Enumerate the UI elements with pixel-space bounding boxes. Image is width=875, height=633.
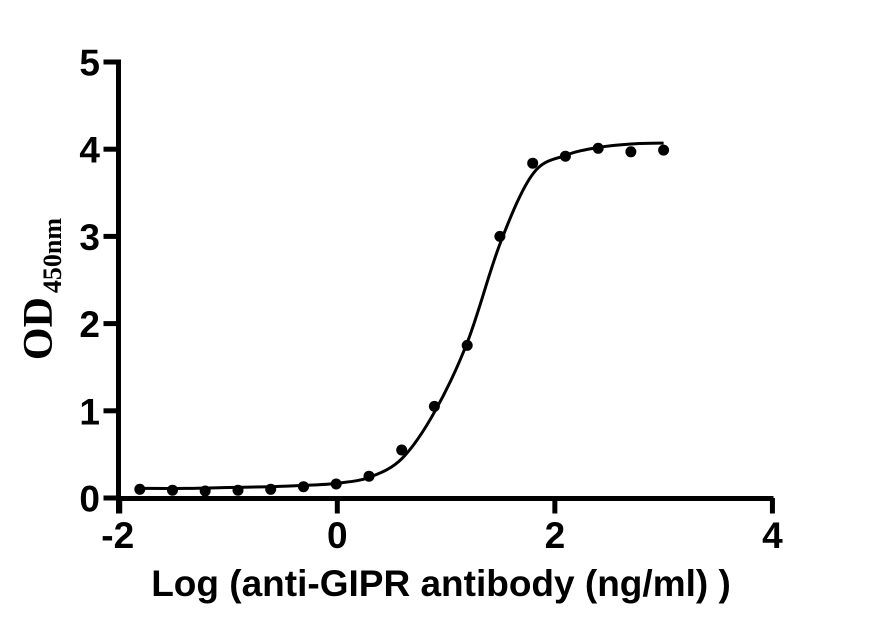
x-tick-label: 4	[762, 515, 783, 556]
y-tick-label: 2	[79, 304, 100, 345]
fit-curve	[139, 141, 664, 490]
data-point-marker	[559, 150, 571, 162]
x-axis: -2 0 2 4	[101, 496, 783, 556]
data-point-marker	[330, 478, 342, 490]
y-axis-tick-labels: 0 1 2 3 4 5	[79, 43, 100, 520]
data-point-marker	[494, 230, 506, 242]
data-point-marker	[363, 470, 375, 482]
y-tick-label: 0	[79, 479, 100, 520]
data-point-marker	[167, 484, 178, 496]
data-point-marker	[461, 339, 473, 351]
data-point-marker	[527, 157, 539, 169]
x-tick-label: 2	[545, 515, 566, 556]
x-axis-title: Log (anti-GIPR antibody (ng/ml) )	[151, 563, 731, 604]
data-point-marker	[592, 142, 604, 154]
data-point-marker	[428, 400, 440, 412]
data-point-marker	[396, 444, 408, 456]
data-point-marker	[265, 483, 277, 495]
x-tick-label: 0	[327, 515, 348, 556]
data-point-marker	[199, 485, 211, 497]
data-point-marker	[134, 483, 146, 495]
data-point-marker	[625, 146, 637, 158]
data-point-marker	[298, 481, 309, 493]
x-axis-tick-labels: -2 0 2 4	[101, 515, 783, 556]
x-axis-ticks	[117, 498, 775, 514]
y-tick-label: 1	[79, 391, 100, 432]
y-axis-title-subscript: 450nm	[38, 218, 67, 293]
y-axis-ticks	[103, 59, 119, 501]
data-point-marker	[232, 484, 244, 496]
fit-curve-line	[139, 141, 664, 490]
y-axis-title: OD 450nm	[16, 218, 67, 360]
x-tick-label: -2	[101, 515, 134, 556]
y-tick-label: 4	[79, 130, 100, 171]
data-points	[134, 142, 670, 497]
y-tick-label: 5	[79, 43, 100, 84]
y-axis-title-main: OD	[16, 297, 62, 360]
y-tick-label: 3	[79, 217, 100, 258]
data-point-marker	[658, 144, 670, 156]
y-axis: 0 1 2 3 4 5	[79, 43, 121, 520]
